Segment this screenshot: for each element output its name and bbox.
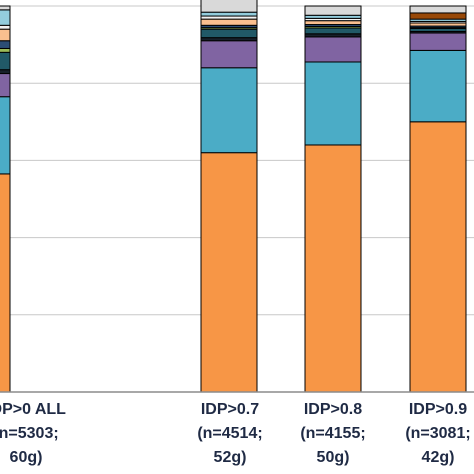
bar-segment-all-4 <box>0 51 11 71</box>
bar-segment-p07-2 <box>200 40 258 69</box>
x-tick-label-p08: IDP>0.8 (n=4155; 50g) <box>273 398 393 470</box>
x-tick-label-line: (n=5303; <box>0 425 59 442</box>
x-tick-label-line: IDP>0.8 <box>303 401 363 418</box>
bar-segment-all-2 <box>0 73 11 98</box>
x-tick-label-line: 42g) <box>421 449 455 466</box>
x-tick-label-p09: IDP>0.9 (n=3081; 42g) <box>378 398 474 470</box>
bar-segment-all-6 <box>0 40 11 49</box>
bar-segment-all-0 <box>0 173 11 393</box>
bar-segment-p07-4 <box>200 28 258 39</box>
bar-segment-all-3 <box>0 69 11 75</box>
bar-segment-p08-0 <box>304 144 362 393</box>
x-tick-label-line: IDP>0.7 <box>200 401 260 418</box>
bar-segment-p08-2 <box>304 36 362 63</box>
bar-segment-p08-4 <box>304 27 362 35</box>
bar-segment-all-8 <box>0 24 11 30</box>
x-tick-label-line: 52g) <box>213 449 247 466</box>
bar-segment-p09-0 <box>409 121 467 393</box>
bar-segment-p09-11 <box>409 5 467 14</box>
bar-segment-all-7 <box>0 28 11 42</box>
bar-segment-p07-0 <box>200 152 258 393</box>
x-tick-label-line: 50g) <box>316 449 350 466</box>
bar-segment-all-5 <box>0 47 11 53</box>
x-tick-label-line: (n=4155; <box>300 425 366 442</box>
bar-segment-p07-11 <box>200 0 258 13</box>
bar-segment-all-1 <box>0 96 11 175</box>
bar-segment-p08-1 <box>304 61 362 146</box>
bar-segment-p07-7 <box>200 18 258 26</box>
x-tick-label-all: IDP>0 ALL (n=5303; 60g) <box>0 398 86 470</box>
bar-segment-p08-7 <box>304 20 362 26</box>
bar-segment-p07-9 <box>200 11 258 17</box>
bar-segment-p07-1 <box>200 67 258 154</box>
bar-segment-p09-2 <box>409 32 467 51</box>
bar-segment-all-9 <box>0 9 11 26</box>
bar-segment-p09-10 <box>409 12 467 20</box>
x-tick-label-line: IDP>0 ALL <box>0 401 66 418</box>
x-tick-label-line: (n=3081; <box>405 425 471 442</box>
bars <box>0 0 467 393</box>
x-tick-label-line: IDP>0.9 <box>408 401 468 418</box>
x-tick-label-line: (n=4514; <box>197 425 263 442</box>
x-tick-label-line: 60g) <box>9 449 43 466</box>
bar-segment-p09-1 <box>409 49 467 123</box>
bar-segment-all-11 <box>0 5 11 11</box>
x-tick-label-p07: IDP>0.7 (n=4514; 52g) <box>170 398 290 470</box>
bar-segment-p08-11 <box>304 5 362 16</box>
